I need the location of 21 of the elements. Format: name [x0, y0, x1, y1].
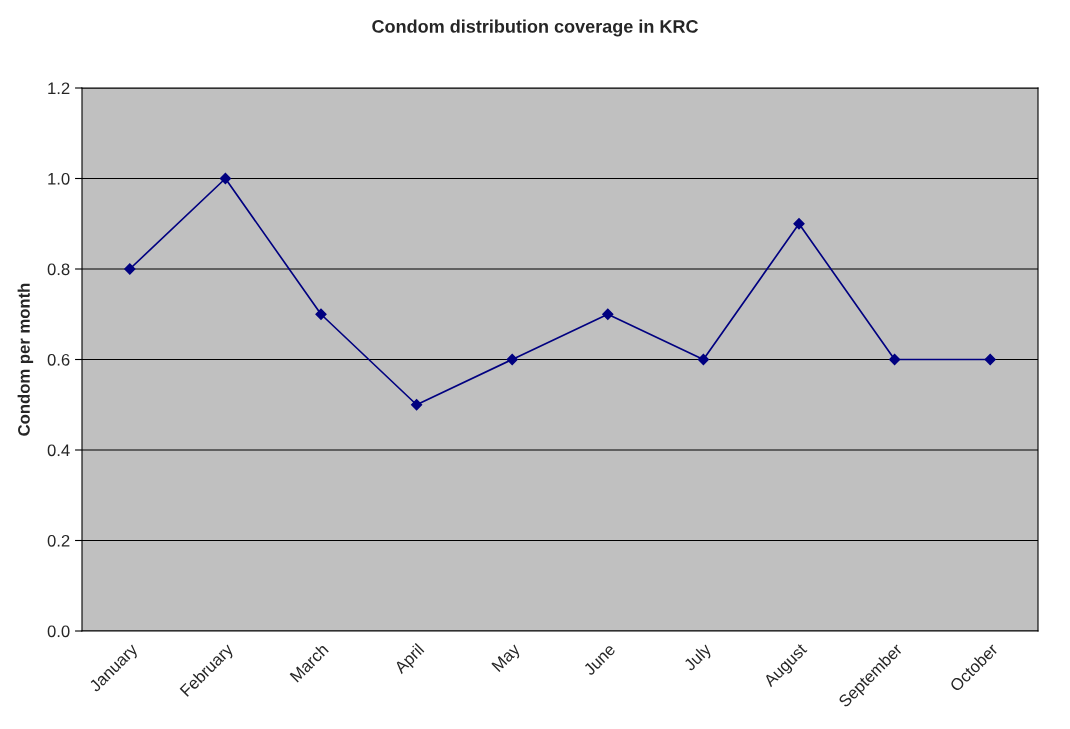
x-tick-label: May — [491, 642, 524, 675]
y-tick-label: 0.2 — [47, 534, 70, 547]
point — [410, 399, 423, 411]
y-axis-title: Condom per month — [17, 283, 34, 436]
y-tick-label: 0.0 — [47, 625, 70, 638]
y-tick-label: 1.2 — [48, 82, 70, 95]
y-tick-label: 0.6 — [47, 353, 70, 366]
point — [124, 263, 136, 275]
point — [793, 218, 805, 230]
point — [984, 353, 996, 366]
point — [219, 172, 232, 185]
point — [697, 353, 710, 366]
y-tick-label: 1.0 — [48, 172, 70, 185]
y-tick-label: 0.4 — [47, 444, 70, 457]
x-tick-label: July — [682, 642, 715, 674]
point — [315, 308, 327, 320]
chart-title: Condom distribution coverage in KRC — [372, 19, 699, 37]
point — [888, 353, 901, 366]
point — [506, 353, 518, 366]
y-tick-label: 0.8 — [47, 263, 70, 276]
point — [602, 308, 614, 320]
